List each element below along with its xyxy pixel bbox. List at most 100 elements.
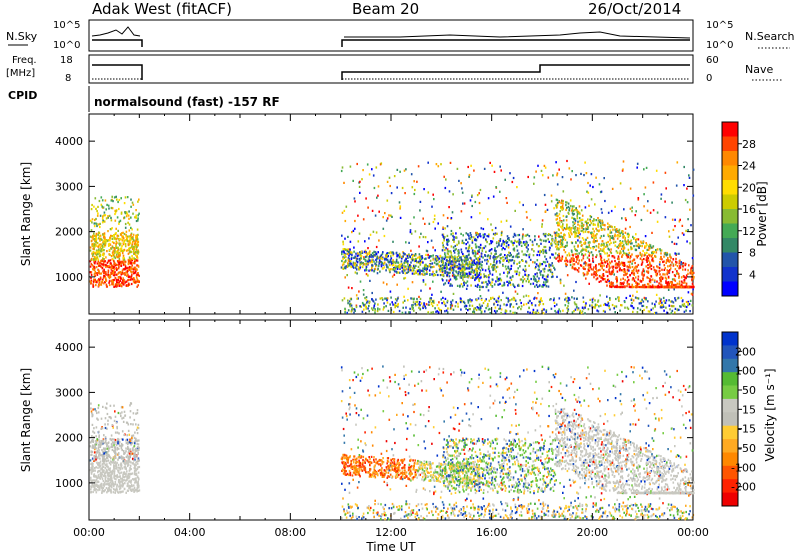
echo-cell — [557, 215, 559, 218]
echo-cell — [578, 217, 581, 220]
echo-cell — [565, 208, 567, 211]
echo-cell — [479, 243, 482, 246]
echo-cell — [469, 236, 472, 240]
echo-cell — [625, 296, 628, 300]
echo-cell — [404, 192, 406, 195]
echo-cell — [545, 258, 548, 261]
echo-cell — [546, 275, 549, 278]
echo-cell — [473, 254, 476, 257]
echo-cell — [127, 214, 130, 217]
echo-cell — [95, 238, 98, 241]
echo-cell — [113, 261, 116, 264]
echo-cell — [364, 240, 366, 243]
echo-cell — [611, 265, 613, 268]
echo-cell — [621, 269, 624, 272]
echo-cell — [405, 260, 408, 263]
echo-cell — [601, 228, 604, 231]
echo-cell — [603, 234, 605, 237]
nsearch-label: N.Search — [745, 30, 795, 43]
echo-cell — [384, 254, 387, 257]
echo-cell — [615, 267, 618, 270]
echo-cell — [450, 251, 452, 254]
echo-cell — [441, 269, 443, 272]
echo-cell — [454, 257, 457, 260]
echo-cell — [116, 253, 118, 256]
echo-cell — [123, 232, 126, 236]
echo-cell — [668, 269, 671, 272]
beam-title: Beam 20 — [352, 0, 419, 18]
echo-cell — [563, 248, 565, 252]
echo-cell — [425, 268, 427, 271]
echo-cell — [532, 311, 535, 314]
echo-cell — [113, 237, 116, 240]
echo-cell — [451, 211, 454, 214]
echo-cell — [579, 264, 582, 267]
echo-cell — [555, 303, 558, 306]
echo-cell — [544, 251, 547, 254]
echo-cell — [109, 253, 111, 256]
echo-cell — [602, 243, 604, 247]
echo-cell — [596, 277, 599, 280]
echo-cell — [542, 285, 544, 288]
echo-cell — [529, 258, 532, 261]
echo-cell — [426, 272, 428, 275]
echo-cell — [126, 239, 128, 242]
echo-cell — [469, 232, 472, 235]
echo-cell — [595, 236, 597, 239]
echo-cell — [136, 255, 138, 259]
echo-cell — [607, 211, 610, 214]
echo-cell — [472, 271, 475, 274]
echo-cell — [448, 250, 450, 253]
echo-cell — [609, 225, 612, 228]
echo-cell — [443, 267, 446, 270]
echo-cell — [532, 254, 535, 257]
echo-cell — [691, 304, 694, 307]
echo-cell — [357, 254, 360, 257]
echo-cell — [100, 281, 103, 284]
echo-cell — [454, 276, 457, 279]
echo-cell — [618, 231, 620, 234]
echo-cell — [599, 224, 602, 227]
echo-cell — [103, 232, 106, 235]
echo-cell — [407, 263, 409, 266]
echo-cell — [126, 273, 129, 276]
echo-cell — [526, 277, 529, 281]
echo-cell — [510, 253, 512, 256]
echo-cell — [449, 278, 452, 281]
echo-cell — [646, 256, 648, 259]
echo-cell — [96, 281, 98, 284]
echo-cell — [511, 298, 513, 301]
echo-cell — [480, 276, 482, 279]
echo-cell — [135, 276, 138, 279]
echo-cell — [467, 267, 469, 270]
echo-cell — [672, 301, 675, 304]
echo-cell — [133, 257, 135, 260]
echo-cell — [350, 265, 352, 269]
echo-cell — [432, 193, 434, 196]
echo-cell — [135, 209, 137, 212]
echo-cell — [470, 267, 472, 270]
echo-cell — [495, 252, 497, 255]
echo-cell — [647, 285, 649, 289]
echo-cell — [453, 273, 455, 276]
echo-cell — [573, 205, 575, 208]
echo-cell — [93, 243, 96, 246]
echo-cell — [102, 236, 105, 239]
echo-cell — [373, 304, 376, 307]
echo-cell — [665, 259, 668, 262]
echo-cell — [664, 267, 666, 270]
echo-cell — [639, 253, 642, 256]
echo-cell — [116, 216, 119, 219]
echo-cell — [646, 243, 648, 246]
echo-cell — [443, 302, 446, 305]
echo-cell — [360, 257, 362, 260]
echo-cell — [610, 285, 613, 289]
echo-cell — [137, 249, 139, 252]
echo-cell — [368, 310, 370, 313]
echo-cell — [609, 285, 611, 288]
echo-cell — [573, 227, 575, 230]
echo-cell — [576, 252, 578, 255]
echo-cell — [482, 236, 485, 239]
echo-cell — [468, 173, 471, 177]
